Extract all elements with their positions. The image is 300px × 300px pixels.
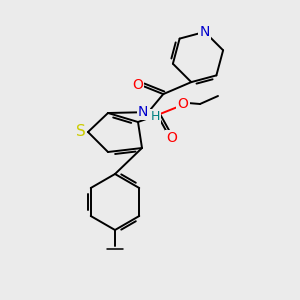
Text: O: O bbox=[132, 78, 143, 92]
Text: S: S bbox=[76, 124, 86, 140]
Text: N: N bbox=[138, 105, 148, 119]
Text: O: O bbox=[167, 131, 177, 145]
Text: O: O bbox=[178, 97, 188, 111]
Text: H: H bbox=[151, 110, 160, 123]
Text: N: N bbox=[200, 25, 210, 39]
